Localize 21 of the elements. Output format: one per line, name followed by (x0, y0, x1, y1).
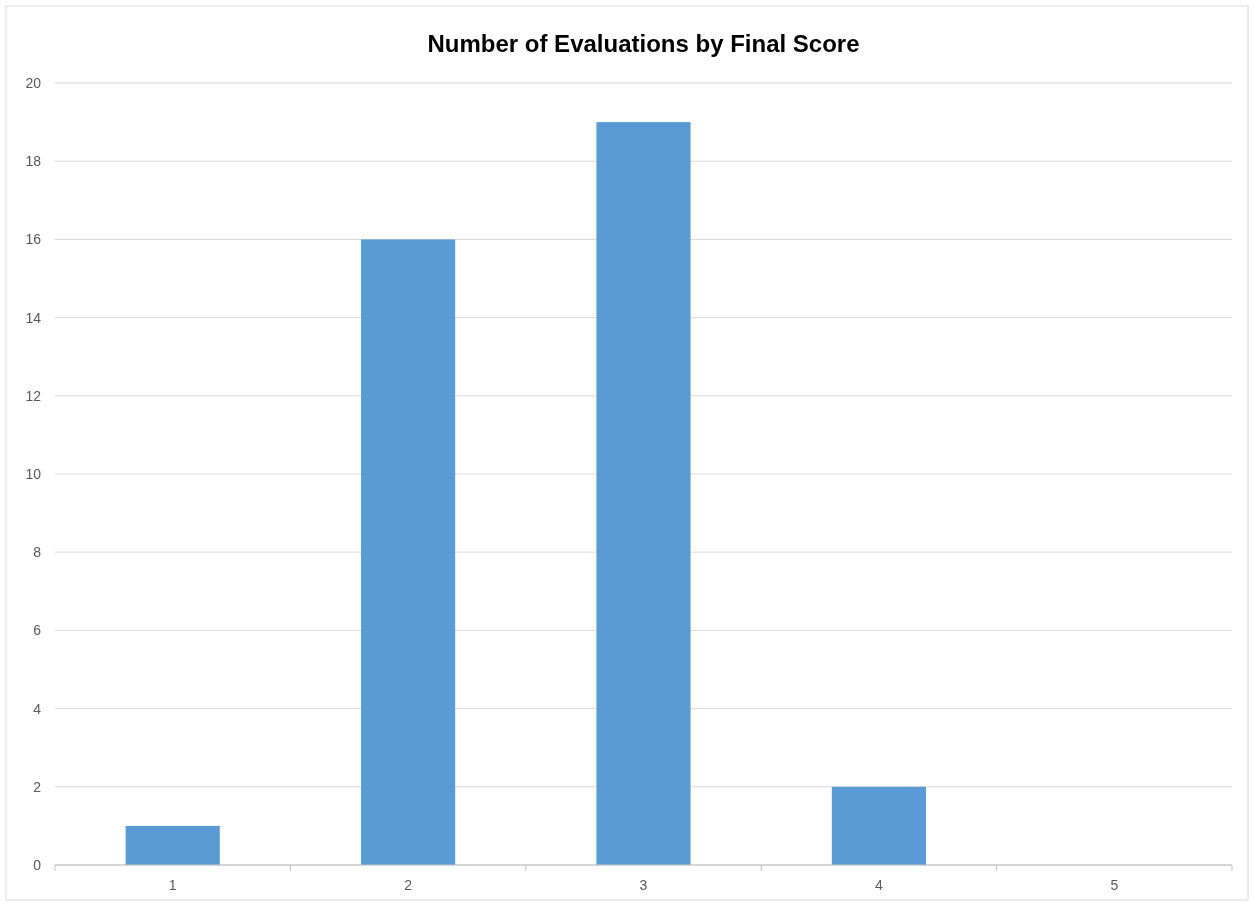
y-tick-label: 10 (25, 465, 42, 482)
y-tick-label: 18 (25, 153, 42, 170)
y-tick-label: 12 (25, 387, 42, 404)
y-tick-label: 20 (25, 74, 42, 91)
x-tick-label: 1 (168, 877, 177, 893)
bar (831, 786, 926, 865)
bar (361, 239, 456, 865)
y-tick-label: 8 (33, 544, 42, 561)
y-tick-label: 16 (25, 231, 42, 248)
y-tick-label: 0 (33, 856, 42, 873)
x-tick-label: 2 (404, 877, 413, 893)
y-tick-label: 6 (33, 622, 42, 639)
y-tick-label: 4 (33, 700, 42, 717)
bar (596, 122, 691, 865)
bar (125, 825, 220, 865)
chart-title: Number of Evaluations by Final Score (427, 30, 860, 57)
y-tick-label: 14 (25, 309, 42, 326)
x-tick-label: 5 (1110, 877, 1119, 893)
y-tick-label: 2 (33, 778, 42, 795)
x-tick-label: 3 (639, 877, 648, 893)
x-tick-label: 4 (875, 877, 883, 893)
